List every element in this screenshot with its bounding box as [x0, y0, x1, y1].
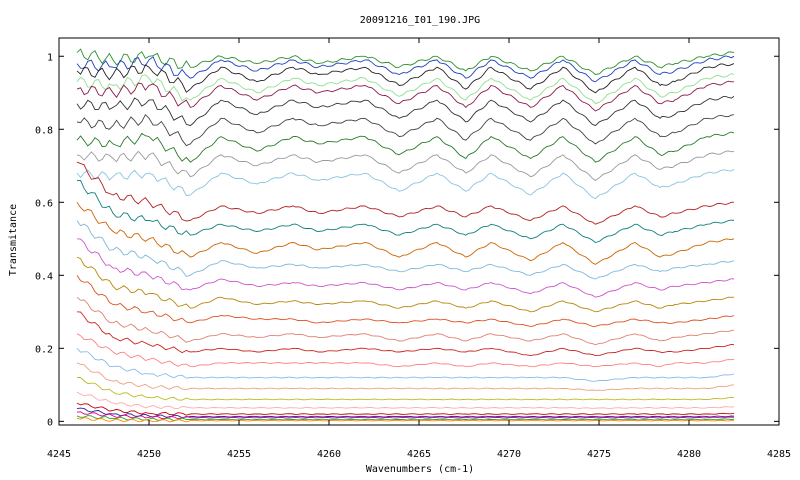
series-line: [76, 96, 735, 127]
series-line: [76, 391, 735, 410]
series-line: [76, 63, 735, 94]
y-tick-label: 0.4: [35, 271, 53, 282]
y-tick-label: 0: [47, 417, 53, 428]
series-line: [76, 73, 735, 105]
series-line: [76, 415, 735, 422]
y-tick-label: 0.2: [35, 344, 53, 355]
series-layer: [76, 48, 735, 423]
series-line: [76, 347, 735, 382]
series-line: [76, 150, 735, 181]
y-tick-label: 0.8: [35, 125, 53, 136]
x-axis-label: Wavenumbers (cm-1): [366, 464, 474, 475]
series-line: [76, 333, 735, 368]
series-line: [76, 311, 735, 357]
series-line: [76, 402, 735, 416]
series-line: [76, 131, 735, 163]
plot-frame: [58, 37, 780, 426]
series-line: [76, 275, 735, 327]
series-line: [76, 48, 735, 75]
x-tick-label: 4255: [227, 449, 251, 460]
series-line: [77, 377, 735, 401]
series-line: [76, 296, 735, 346]
x-tick-label: 4265: [407, 449, 431, 460]
series-line: [76, 113, 735, 147]
series-line: [76, 220, 735, 280]
series-line: [76, 417, 735, 423]
series-line: [76, 362, 735, 391]
x-tick-label: 4245: [47, 449, 71, 460]
series-line: [76, 179, 735, 243]
chart-title: 20091216_I01_190.JPG: [360, 15, 480, 26]
x-tick-label: 4285: [767, 449, 791, 460]
series-line: [76, 80, 734, 112]
series-line: [76, 202, 735, 265]
y-axis-label: Transmitance: [8, 204, 19, 276]
series-line: [76, 55, 735, 83]
x-tick-label: 4260: [317, 449, 341, 460]
series-line: [76, 161, 735, 225]
series-line: [76, 238, 735, 298]
x-tick-label: 4275: [587, 449, 611, 460]
x-tick-label: 4280: [677, 449, 701, 460]
series-line: [76, 411, 735, 420]
y-tick-label: 0.6: [35, 198, 53, 209]
axis-layer: 4245 4250 4255 4260 4265 4270 4275 4280 4285 0 0.2…: [35, 38, 791, 460]
series-line: [76, 256, 735, 313]
x-tick-label: 4270: [497, 449, 521, 460]
series-line: [76, 407, 735, 419]
x-tick-label: 4250: [137, 449, 161, 460]
y-tick-label: 1: [47, 52, 53, 63]
series-line: [76, 169, 735, 200]
